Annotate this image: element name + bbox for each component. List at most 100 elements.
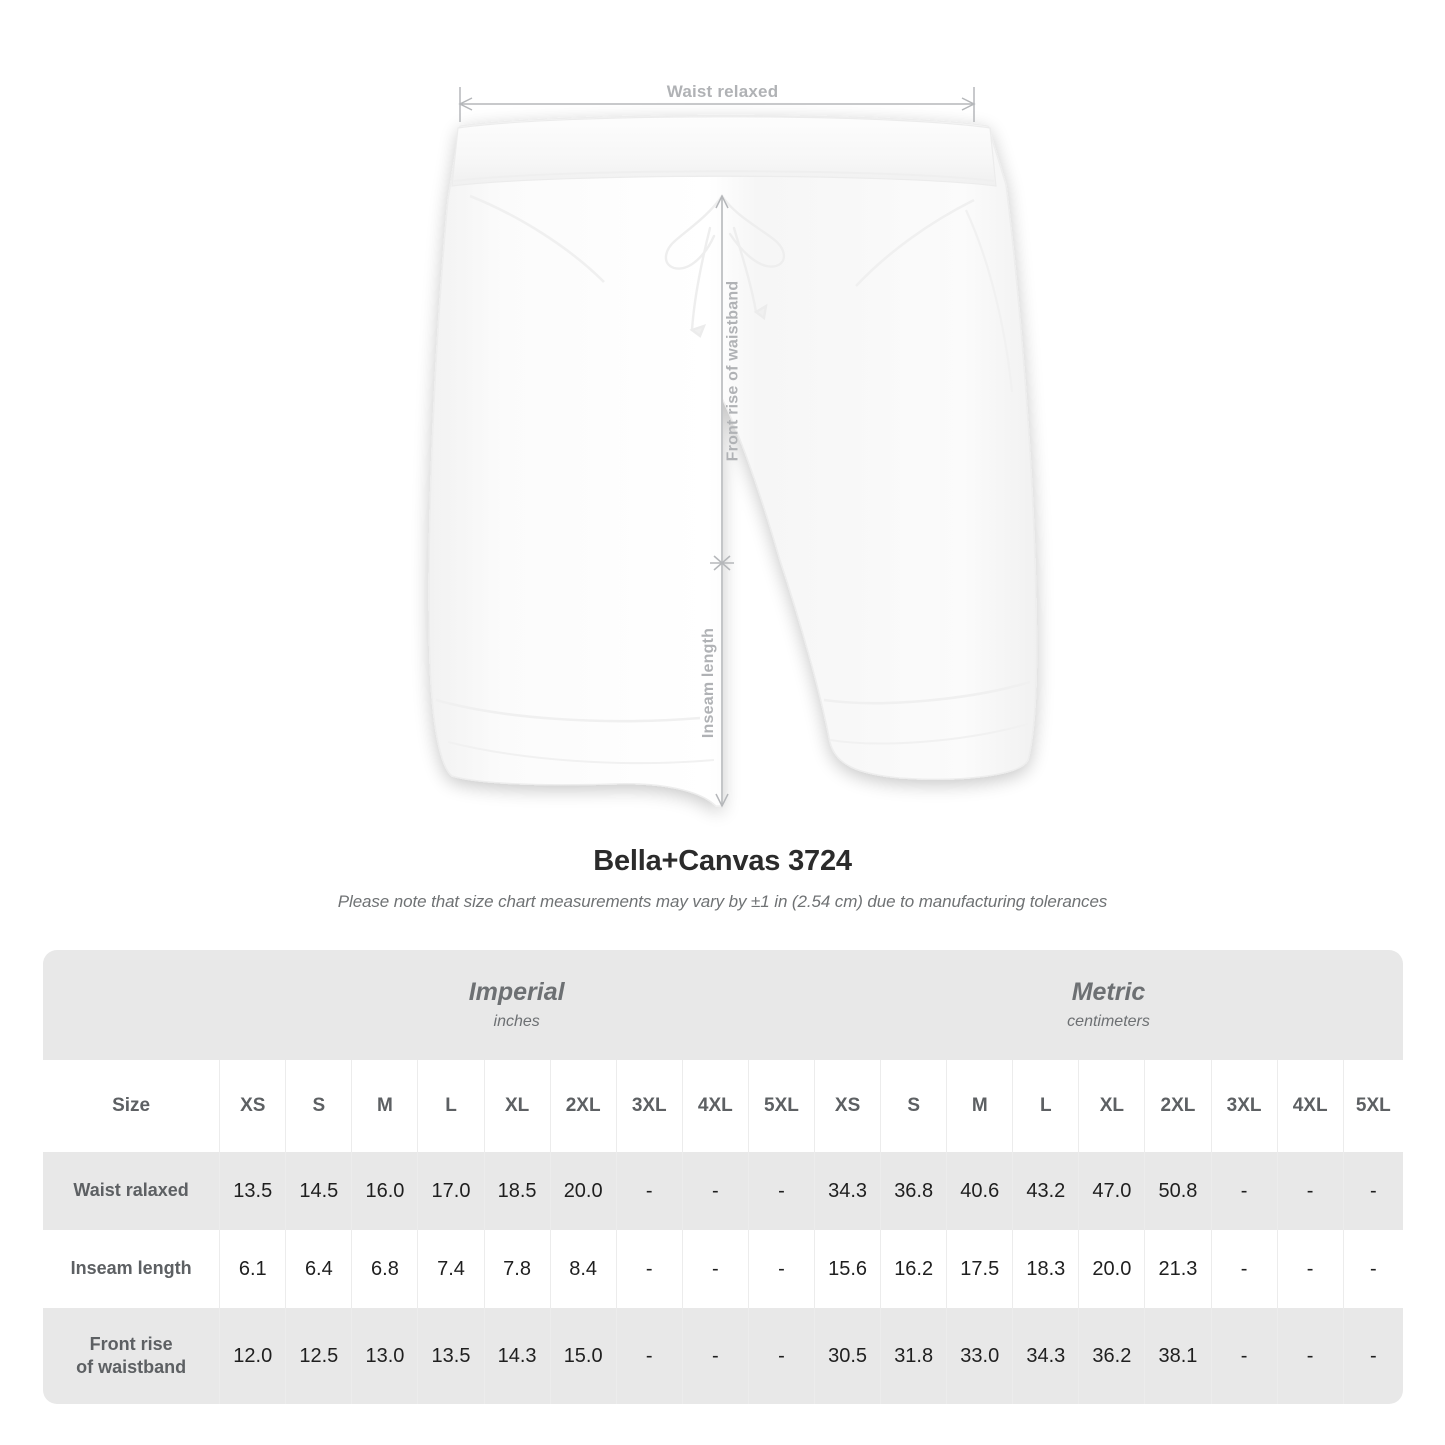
table-row: Inseam length 6.1 6.4 6.8 7.4 7.8 8.4 - … (43, 1230, 1403, 1308)
size-col-metric-4xl: 4XL (1276, 1060, 1343, 1152)
size-col-imperial-s: S (285, 1060, 352, 1152)
inseam-length-label: Inseam length (700, 627, 718, 739)
cell: 36.2 (1078, 1308, 1145, 1404)
cell: 12.5 (285, 1308, 352, 1404)
cell: 38.1 (1144, 1308, 1211, 1404)
cell: 15.0 (549, 1308, 616, 1404)
cell: 43.2 (1012, 1152, 1079, 1230)
shorts-body (428, 114, 1038, 807)
size-col-imperial-l: L (417, 1060, 484, 1152)
unit-imperial-sub: inches (493, 1013, 540, 1031)
size-col-metric-2xl: 2XL (1144, 1060, 1211, 1152)
row-label-inseam: Inseam length (43, 1230, 220, 1308)
cell: 6.4 (285, 1230, 352, 1308)
unit-imperial: Imperial inches (219, 950, 815, 1060)
size-col-metric-s: S (880, 1060, 947, 1152)
row-label-front-rise-line2: of waistband (76, 1357, 187, 1377)
cell: 40.6 (946, 1152, 1013, 1230)
cell: 30.5 (814, 1308, 881, 1404)
cell: 47.0 (1078, 1152, 1145, 1230)
unit-header-row: Imperial inches Metric centimeters (43, 950, 1403, 1060)
cell: - (615, 1230, 682, 1308)
size-col-metric-3xl: 3XL (1210, 1060, 1277, 1152)
cell: - (1210, 1230, 1277, 1308)
row-label-waist: Waist ralaxed (43, 1152, 220, 1230)
cell: - (747, 1152, 815, 1230)
cell: 31.8 (880, 1308, 947, 1404)
title-block: Bella+Canvas 3724 Please note that size … (0, 845, 1445, 912)
cell: 8.4 (549, 1230, 616, 1308)
cell: 36.8 (880, 1152, 947, 1230)
table-row: Waist ralaxed 13.5 14.5 16.0 17.0 18.5 2… (43, 1152, 1403, 1230)
cell: 21.3 (1144, 1230, 1211, 1308)
cell: 14.3 (483, 1308, 550, 1404)
size-header-row: Size XS S M L XL 2XL 3XL 4XL 5XL XS S M … (43, 1060, 1403, 1152)
unit-metric: Metric centimeters (814, 950, 1403, 1060)
cell: 18.5 (483, 1152, 550, 1230)
right-pocket-edge (965, 209, 1014, 393)
cell: 34.3 (814, 1152, 881, 1230)
cell: - (747, 1230, 815, 1308)
left-cuff-fold (447, 741, 715, 765)
size-chart-table: Imperial inches Metric centimeters Size … (43, 950, 1403, 1404)
cell: 6.8 (351, 1230, 418, 1308)
cell: 7.4 (417, 1230, 484, 1308)
size-col-imperial-xs: XS (219, 1060, 286, 1152)
cell: - (1276, 1152, 1343, 1230)
right-pocket-seam (855, 198, 975, 287)
size-col-imperial-5xl: 5XL (747, 1060, 815, 1152)
size-chart-table-wrap: Imperial inches Metric centimeters Size … (43, 950, 1403, 1404)
size-col-imperial-4xl: 4XL (681, 1060, 748, 1152)
cell: - (1210, 1152, 1277, 1230)
cell: - (1276, 1230, 1343, 1308)
front-rise-label: Front rise of waistband (724, 280, 742, 462)
cell: - (1342, 1230, 1403, 1308)
cell: 16.0 (351, 1152, 418, 1230)
cell: 20.0 (549, 1152, 616, 1230)
cell: 6.1 (219, 1230, 286, 1308)
cell: 50.8 (1144, 1152, 1211, 1230)
inseam-dimension (715, 563, 729, 808)
cell: 20.0 (1078, 1230, 1145, 1308)
cell: 13.0 (351, 1308, 418, 1404)
unit-metric-sub: centimeters (1067, 1013, 1150, 1031)
size-col-metric-l: L (1012, 1060, 1079, 1152)
waist-relaxed-label: Waist relaxed (666, 82, 779, 101)
cell: 12.0 (219, 1308, 286, 1404)
dimension-lines (458, 87, 976, 808)
cell: 18.3 (1012, 1230, 1079, 1308)
unit-imperial-name: Imperial (468, 977, 565, 1006)
cell: - (681, 1308, 748, 1404)
cell: 13.5 (219, 1152, 286, 1230)
cell: 16.2 (880, 1230, 947, 1308)
cell: - (681, 1152, 748, 1230)
left-pocket-seam (469, 194, 605, 283)
garment-illustration: Waist relaxed Front rise of waistband In… (428, 82, 1038, 808)
row-label-front-rise: Front rise of waistband (43, 1308, 220, 1404)
cell: - (615, 1308, 682, 1404)
size-col-metric-5xl: 5XL (1342, 1060, 1403, 1152)
drawstring-bow (664, 194, 785, 338)
size-label-cell: Size (43, 1060, 220, 1152)
size-col-imperial-m: M (351, 1060, 418, 1152)
cell: 15.6 (814, 1230, 881, 1308)
shorts-diagram-svg (428, 87, 1038, 808)
size-col-imperial-2xl: 2XL (549, 1060, 616, 1152)
cell: 7.8 (483, 1230, 550, 1308)
cell: 13.5 (417, 1308, 484, 1404)
cell: 33.0 (946, 1308, 1013, 1404)
cell: 14.5 (285, 1152, 352, 1230)
size-col-metric-m: M (946, 1060, 1013, 1152)
table-row: Front rise of waistband 12.0 12.5 13.0 1… (43, 1308, 1403, 1404)
cell: - (615, 1152, 682, 1230)
tolerance-note: Please note that size chart measurements… (337, 892, 1108, 911)
cell: - (1276, 1308, 1343, 1404)
page-title: Bella+Canvas 3724 (593, 845, 852, 877)
right-cuff-hem (823, 680, 1031, 705)
cell: - (681, 1230, 748, 1308)
row-label-front-rise-line1: Front rise (89, 1333, 173, 1354)
cell: - (1342, 1152, 1403, 1230)
waist-dimension (458, 87, 976, 122)
cell: 34.3 (1012, 1308, 1079, 1404)
